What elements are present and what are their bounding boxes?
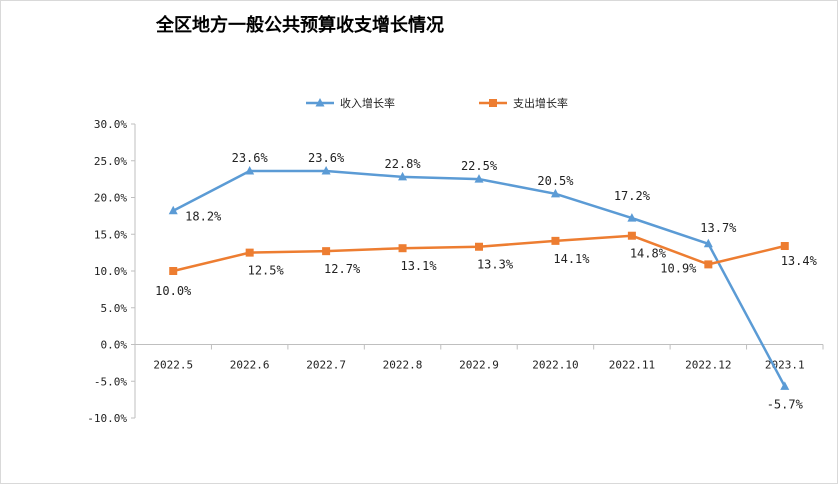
y-tick-label: 20.0%	[94, 192, 127, 205]
x-tick-label: 2022.8	[383, 359, 423, 372]
data-point-square	[704, 260, 713, 269]
x-tick-label: 2022.9	[459, 359, 499, 372]
data-point-square	[245, 248, 254, 257]
data-point-triangle	[550, 188, 560, 198]
y-tick-label: -10.0%	[87, 412, 127, 425]
data-label: 10.9%	[660, 261, 697, 275]
series-layer	[168, 166, 790, 390]
x-tick-label: 2022.6	[230, 359, 270, 372]
data-label: 20.5%	[537, 174, 574, 188]
y-tick-label: 10.0%	[94, 265, 127, 278]
data-label: 22.8%	[384, 157, 421, 171]
y-tick-label: 5.0%	[101, 302, 128, 315]
legend-label-1: 收入增长率	[340, 96, 395, 110]
axes: -10.0% -5.0% 0.0% 5.0% 10.0% 15.0% 20.0% 25.0% 3…	[87, 118, 824, 425]
legend-label-2: 支出增长率	[513, 96, 568, 110]
y-tick-label: 15.0%	[94, 228, 127, 241]
data-label: 22.5%	[461, 159, 498, 173]
legend: 收入增长率 支出增长率	[306, 96, 568, 110]
data-label: 17.2%	[614, 189, 651, 203]
legend-marker-triangle	[315, 98, 325, 107]
y-tick-label: 30.0%	[94, 118, 127, 131]
data-point-triangle	[398, 171, 408, 181]
data-label: 12.7%	[324, 262, 361, 276]
series-line-1	[172, 169, 786, 387]
y-tick-label: -5.0%	[94, 375, 127, 388]
data-point-triangle	[703, 238, 713, 248]
data-point-triangle	[245, 166, 255, 175]
data-labels: 18.2% 23.6% 23.6% 22.8% 22.5% 20.5% 17.2% 13.7%…	[155, 151, 817, 411]
data-label: 13.4%	[781, 254, 818, 268]
data-point-square	[398, 244, 407, 253]
data-point-triangle	[168, 205, 178, 215]
x-tick-label: 2022.11	[609, 359, 655, 372]
data-label: 23.6%	[308, 151, 345, 165]
x-tick-label: 2022.10	[532, 359, 578, 372]
chart-title: 全区地方一般公共预算收支增长情况	[156, 15, 444, 36]
y-tick-label: 25.0%	[94, 155, 127, 168]
data-point-triangle	[627, 213, 637, 222]
data-point-square	[780, 242, 789, 251]
data-point-triangle	[321, 166, 331, 175]
data-point-square	[475, 242, 483, 251]
data-point-triangle	[780, 381, 790, 390]
legend-marker-square	[489, 99, 497, 107]
data-label: 13.3%	[477, 258, 514, 272]
data-point-triangle	[474, 174, 484, 183]
data-label: 14.1%	[553, 252, 590, 266]
data-point-square	[551, 236, 560, 245]
data-label: 14.8%	[630, 247, 667, 261]
data-label: -5.7%	[767, 397, 804, 411]
data-point-square	[169, 267, 178, 275]
data-point-square	[627, 231, 636, 240]
data-label: 12.5%	[248, 264, 285, 278]
data-label: 13.7%	[700, 221, 737, 235]
data-label: 10.0%	[155, 284, 192, 298]
x-tick-label: 2022.12	[685, 359, 731, 372]
y-tick-label: 0.0%	[101, 339, 128, 352]
data-point-square	[322, 247, 331, 256]
x-tick-label: 2022.7	[306, 359, 346, 372]
x-tick-label: 2022.5	[153, 359, 193, 372]
data-label: 23.6%	[232, 151, 269, 165]
data-label: 13.1%	[400, 259, 437, 273]
data-label: 18.2%	[185, 210, 222, 224]
